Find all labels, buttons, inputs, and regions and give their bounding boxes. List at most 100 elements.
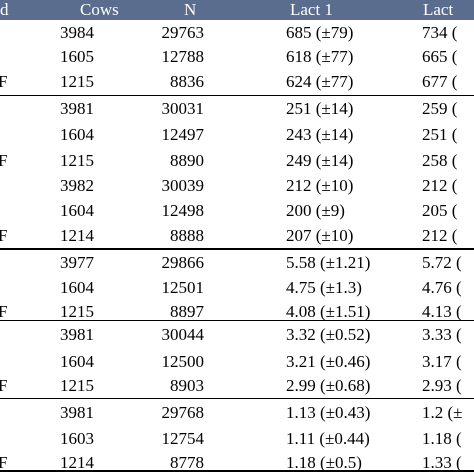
cell-n: 12497 <box>161 125 205 144</box>
cell-lact2: 3.33 ( <box>422 325 462 344</box>
cell-lact1: 3.32 (±0.52) <box>286 325 371 344</box>
cell-cows: 1605 <box>60 47 94 66</box>
cell-lact2: 3.17 ( <box>422 352 462 371</box>
table-row: 3984 29763 685 (±79) 734 ( <box>0 21 474 46</box>
cell-cows: 1214 <box>60 453 94 472</box>
cell-lact2: 1.18 ( <box>422 429 462 448</box>
cell-lact2: 734 ( <box>422 23 458 42</box>
cell-cows: 1215 <box>60 151 94 170</box>
group-divider <box>0 320 474 321</box>
cell-cows: 1215 <box>60 376 94 395</box>
cell-cows: 1604 <box>60 125 94 144</box>
table-row: 1604 12501 4.75 (±1.3) 4.76 ( <box>0 276 474 301</box>
cell-n: 12500 <box>161 352 205 371</box>
table-row: 3981 30031 251 (±14) 259 ( <box>0 97 474 122</box>
table-row: 3977 29866 5.58 (±1.21) 5.72 ( <box>0 251 474 276</box>
cell-lact1: 2.99 (±0.68) <box>286 376 371 395</box>
group-divider <box>0 470 474 472</box>
cell-lact2: 2.93 ( <box>422 376 462 395</box>
cell-n: 8888 <box>170 226 204 245</box>
cell-lact1: 4.75 (±1.3) <box>286 278 362 297</box>
group-divider <box>0 95 474 96</box>
cell-cows: 3982 <box>60 176 94 195</box>
cell-n: 29768 <box>161 403 205 422</box>
cell-lact1: 4.08 (±1.51) <box>286 302 371 321</box>
cell-n: 12498 <box>161 201 205 220</box>
cell-lact1: 624 (±77) <box>286 72 354 91</box>
table-row: F 1215 8836 624 (±77) 677 ( <box>0 70 474 95</box>
cell-n: 29763 <box>161 23 205 42</box>
cell-n: 8836 <box>170 72 204 91</box>
cell-cows: 3977 <box>60 253 94 272</box>
cell-lact2: 665 ( <box>422 47 458 66</box>
header-n: N <box>184 0 197 19</box>
table-row: 1603 12754 1.11 (±0.44) 1.18 ( <box>0 427 474 452</box>
cell-n: 8897 <box>170 302 204 321</box>
row-marker: F <box>0 226 8 245</box>
header-cows: Cows <box>80 0 119 19</box>
row-marker: F <box>0 302 8 321</box>
cell-n: 8890 <box>170 151 204 170</box>
cell-cows: 1604 <box>60 201 94 220</box>
cell-lact1: 1.11 (±0.44) <box>286 429 370 448</box>
cell-cows: 1214 <box>60 226 94 245</box>
cell-lact1: 249 (±14) <box>286 151 354 170</box>
cell-n: 8778 <box>170 453 204 472</box>
cell-lact2: 4.76 ( <box>422 278 462 297</box>
header-lact1: Lact 1 <box>290 0 333 19</box>
cell-lact1: 3.21 (±0.46) <box>286 352 371 371</box>
cell-cows: 1604 <box>60 352 94 371</box>
cell-lact1: 5.58 (±1.21) <box>286 253 371 272</box>
cell-lact1: 212 (±10) <box>286 176 354 195</box>
cell-lact2: 212 ( <box>422 226 458 245</box>
cell-lact2: 205 ( <box>422 201 458 220</box>
cell-lact2: 251 ( <box>422 125 458 144</box>
cell-lact1: 1.18 (±0.5) <box>286 453 362 472</box>
table-row: 1604 12497 243 (±14) 251 ( <box>0 123 474 148</box>
table-row: 3981 29768 1.13 (±0.43) 1.2 (± <box>0 401 474 426</box>
cell-n: 8903 <box>170 376 204 395</box>
cell-lact1: 207 (±10) <box>286 226 354 245</box>
table-row: 1604 12500 3.21 (±0.46) 3.17 ( <box>0 350 474 375</box>
cell-cows: 1603 <box>60 429 94 448</box>
header-col0: d <box>0 0 9 19</box>
table-row: F 1214 8778 1.18 (±0.5) 1.33 ( <box>0 451 474 474</box>
table-row: 3981 30044 3.32 (±0.52) 3.33 ( <box>0 323 474 348</box>
cell-lact1: 685 (±79) <box>286 23 354 42</box>
table-row: F 1215 8903 2.99 (±0.68) 2.93 ( <box>0 374 474 399</box>
cell-cows: 3981 <box>60 99 94 118</box>
cell-n: 30031 <box>161 99 205 118</box>
cell-cows: 3984 <box>60 23 94 42</box>
cell-n: 12788 <box>161 47 205 66</box>
cell-lact2: 1.33 ( <box>422 453 462 472</box>
cell-lact2: 1.2 (± <box>422 403 463 422</box>
table-row: F 1215 8890 249 (±14) 258 ( <box>0 149 474 174</box>
table-row: 1605 12788 618 (±77) 665 ( <box>0 45 474 70</box>
cell-lact2: 677 ( <box>422 72 458 91</box>
cell-cows: 1215 <box>60 72 94 91</box>
cell-lact1: 200 (±9) <box>286 201 345 220</box>
cell-lact2: 259 ( <box>422 99 458 118</box>
cell-n: 30039 <box>161 176 205 195</box>
cell-cows: 3981 <box>60 403 94 422</box>
row-marker: F <box>0 376 8 395</box>
table-row: F 1214 8888 207 (±10) 212 ( <box>0 224 474 249</box>
cell-cows: 1215 <box>60 302 94 321</box>
table-header: d Cows N Lact 1 Lact <box>0 0 474 20</box>
cell-cows: 3981 <box>60 325 94 344</box>
header-lact2: Lact <box>423 0 454 19</box>
cell-lact2: 4.13 ( <box>422 302 462 321</box>
row-marker: F <box>0 453 8 472</box>
row-marker: F <box>0 151 8 170</box>
table-row: 3982 30039 212 (±10) 212 ( <box>0 174 474 199</box>
group-divider <box>0 398 474 399</box>
cell-lact1: 251 (±14) <box>286 99 354 118</box>
group-divider <box>0 248 474 250</box>
cell-lact2: 212 ( <box>422 176 458 195</box>
cell-n: 12501 <box>161 278 205 297</box>
table-row: 1604 12498 200 (±9) 205 ( <box>0 199 474 224</box>
cell-n: 12754 <box>161 429 205 448</box>
cell-n: 30044 <box>161 325 205 344</box>
cell-cows: 1604 <box>60 278 94 297</box>
